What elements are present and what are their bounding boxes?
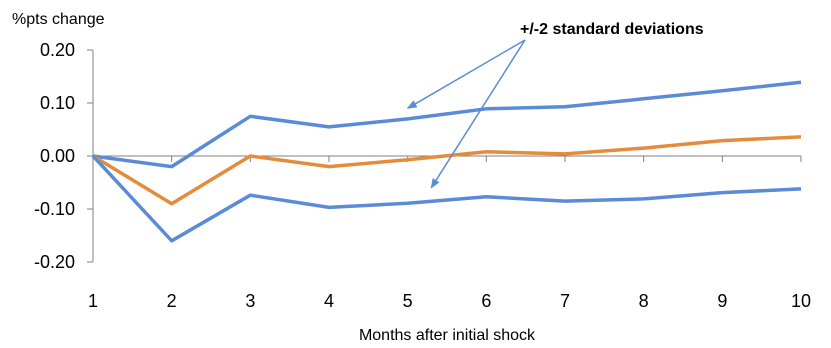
annotation-arrow-1 — [406, 39, 526, 109]
x-tick-label: 6 — [481, 291, 491, 311]
y-axis-title: %pts change — [12, 11, 105, 28]
x-tick-label: 5 — [403, 291, 413, 311]
x-tick-label: 4 — [324, 291, 334, 311]
x-tick-label: 2 — [167, 291, 177, 311]
x-axis-title: Months after initial shock — [359, 327, 536, 344]
series-line-2 — [92, 135, 802, 206]
series-layer — [91, 80, 802, 243]
x-axis: 1 2 3 4 5 6 7 8 9 10 — [88, 155, 811, 311]
y-tick-label: -0.20 — [34, 252, 75, 272]
x-tick-label: 10 — [791, 291, 811, 311]
annotation-arrow-2 — [430, 39, 526, 189]
x-tick-label: 7 — [560, 291, 570, 311]
x-tick-label: 1 — [88, 291, 98, 311]
y-tick-label: -0.10 — [34, 199, 75, 219]
x-tick-label: 3 — [245, 291, 255, 311]
annotation-arrows — [406, 39, 526, 189]
y-tick-label: 0.00 — [40, 146, 75, 166]
x-tick-label: 8 — [639, 291, 649, 311]
y-tick-label: 0.10 — [40, 93, 75, 113]
annotation-label: +/-2 standard deviations — [520, 21, 704, 38]
series-line-3 — [91, 154, 802, 243]
x-tick-label: 9 — [717, 291, 727, 311]
y-tick-label: 0.20 — [40, 40, 75, 60]
series-line-1 — [92, 80, 802, 169]
y-axis: 0.20 0.10 0.00 -0.10 -0.20 — [34, 40, 94, 272]
